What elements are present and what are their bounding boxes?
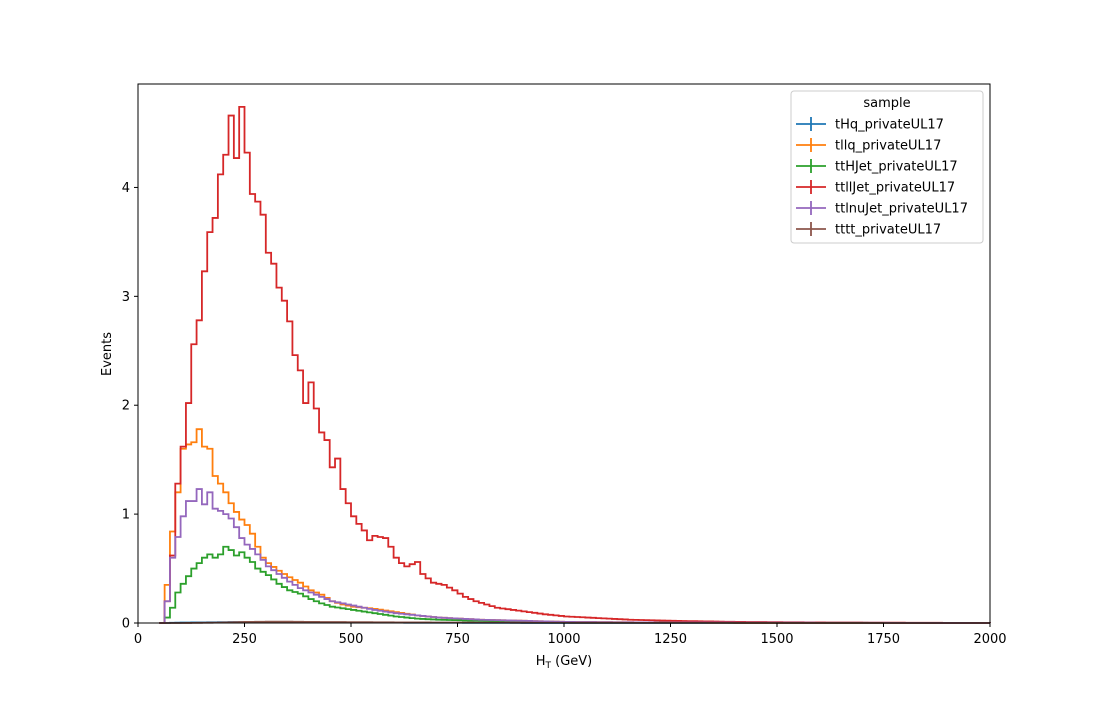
y-tick-label: 4: [122, 181, 130, 196]
x-tick-label: 2000: [973, 632, 1006, 647]
y-axis-label: Events: [100, 332, 115, 376]
legend: sample tHq_privateUL17 tllq_privateUL17tt…: [790, 90, 984, 244]
x-axis-label-sub: T: [545, 661, 552, 671]
x-tick-label: 250: [232, 632, 257, 647]
x-tick-label: 0: [134, 632, 142, 647]
legend-label: ttllJet_privateUL17: [835, 181, 955, 196]
x-tick-label: 1250: [654, 632, 687, 647]
legend-label: tllq_privateUL17: [835, 139, 941, 154]
x-tick-label: 1000: [547, 632, 580, 647]
x-tick-label: 500: [339, 632, 364, 647]
legend-entry-ttlnuJet_privateUL17: ttlnuJet_privateUL17: [796, 201, 968, 217]
x-tick-label: 1500: [760, 632, 793, 647]
x-tick-label: 750: [445, 632, 470, 647]
legend-label: ttlnuJet_privateUL17: [835, 202, 968, 217]
y-axis-ticks: 0 1 2 3 4: [122, 181, 138, 632]
legend-title: sample: [863, 96, 910, 111]
y-tick-label: 1: [122, 508, 130, 523]
x-axis-label-unit: (GeV): [551, 654, 592, 669]
legend-label: ttHJet_privateUL17: [835, 160, 958, 175]
legend-entry-ttHJet_privateUL17: ttHJet_privateUL17: [796, 159, 958, 175]
x-axis-label-main: H: [536, 654, 546, 669]
legend-entry-tllq_privateUL17: tllq_privateUL17: [796, 138, 941, 154]
x-tick-label: 1750: [867, 632, 900, 647]
legend-entries: tHq_privateUL17 tllq_privateUL17 ttHJet_pr…: [796, 117, 968, 238]
x-axis-label: HT (GeV): [536, 654, 593, 671]
y-tick-label: 0: [122, 617, 130, 632]
legend-entry-tttt_privateUL17: tttt_privateUL17: [796, 222, 941, 238]
legend-entry-ttllJet_privateUL17: ttllJet_privateUL17: [796, 180, 955, 196]
y-tick-label: 2: [122, 399, 130, 414]
legend-label: tttt_privateUL17: [835, 223, 941, 238]
legend-entry-tHq_privateUL17: tHq_privateUL17: [796, 117, 944, 133]
x-axis-ticks: 0 250 500 750 1000 1250 1500 1750 2000: [134, 623, 1007, 647]
legend-box: [790, 90, 984, 244]
y-tick-label: 3: [122, 290, 130, 305]
legend-label: tHq_privateUL17: [835, 118, 944, 133]
